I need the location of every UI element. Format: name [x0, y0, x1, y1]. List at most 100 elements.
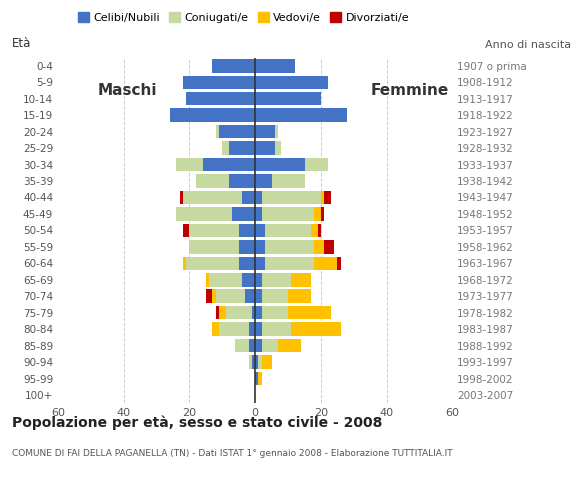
Bar [318, 224, 321, 237]
Bar [183, 75, 255, 89]
Bar [262, 355, 271, 369]
Bar [212, 289, 216, 303]
Bar [255, 224, 265, 237]
Bar [176, 207, 232, 221]
Bar [321, 207, 324, 221]
Bar [255, 125, 275, 138]
Bar [255, 142, 275, 155]
Bar [196, 174, 229, 188]
Bar [255, 306, 262, 319]
Bar [255, 59, 295, 72]
Bar [219, 306, 226, 319]
Bar [314, 257, 338, 270]
Bar [255, 207, 262, 221]
Bar [255, 191, 262, 204]
Bar [229, 174, 255, 188]
Bar [262, 289, 288, 303]
Bar [183, 224, 190, 237]
Bar [249, 339, 255, 352]
Bar [291, 323, 340, 336]
Bar [262, 323, 291, 336]
Text: COMUNE DI FAI DELLA PAGANELLA (TN) - Dati ISTAT 1° gennaio 2008 - Elaborazione T: COMUNE DI FAI DELLA PAGANELLA (TN) - Dat… [12, 449, 452, 458]
Bar [278, 339, 301, 352]
Bar [265, 224, 311, 237]
Bar [275, 125, 278, 138]
Bar [180, 191, 183, 204]
Bar [262, 306, 288, 319]
Bar [242, 191, 255, 204]
Bar [262, 273, 291, 287]
Bar [271, 174, 304, 188]
Bar [255, 92, 321, 106]
Text: Femmine: Femmine [370, 83, 448, 98]
Text: Popolazione per età, sesso e stato civile - 2008: Popolazione per età, sesso e stato civil… [12, 415, 382, 430]
Bar [170, 108, 255, 122]
Bar [255, 75, 328, 89]
Bar [321, 191, 324, 204]
Bar [255, 108, 347, 122]
Bar [255, 339, 262, 352]
Bar [252, 355, 255, 369]
Bar [255, 323, 262, 336]
Bar [255, 273, 262, 287]
Bar [235, 339, 249, 352]
Bar [255, 372, 259, 385]
Bar [202, 158, 255, 171]
Bar [186, 257, 239, 270]
Bar [255, 257, 265, 270]
Bar [190, 240, 239, 253]
Bar [338, 257, 340, 270]
Bar [239, 257, 255, 270]
Bar [226, 306, 252, 319]
Bar [216, 125, 219, 138]
Bar [288, 306, 331, 319]
Bar [262, 339, 278, 352]
Bar [291, 273, 311, 287]
Bar [183, 191, 242, 204]
Bar [259, 372, 262, 385]
Bar [288, 289, 311, 303]
Bar [190, 224, 239, 237]
Bar [206, 289, 212, 303]
Bar [265, 257, 314, 270]
Bar [212, 59, 255, 72]
Bar [311, 224, 318, 237]
Bar [262, 207, 314, 221]
Bar [239, 240, 255, 253]
Bar [255, 158, 304, 171]
Bar [209, 273, 242, 287]
Bar [275, 142, 281, 155]
Text: Anno di nascita: Anno di nascita [485, 40, 571, 50]
Bar [212, 323, 219, 336]
Bar [259, 355, 262, 369]
Bar [245, 289, 255, 303]
Bar [314, 207, 321, 221]
Bar [216, 306, 219, 319]
Bar [219, 323, 249, 336]
Bar [183, 257, 186, 270]
Bar [324, 191, 331, 204]
Bar [249, 323, 255, 336]
Bar [304, 158, 328, 171]
Bar [314, 240, 324, 253]
Bar [239, 224, 255, 237]
Bar [265, 240, 314, 253]
Legend: Celibi/Nubili, Coniugati/e, Vedovi/e, Divorziati/e: Celibi/Nubili, Coniugati/e, Vedovi/e, Di… [74, 8, 414, 27]
Bar [255, 289, 262, 303]
Bar [252, 306, 255, 319]
Bar [219, 125, 255, 138]
Bar [262, 191, 321, 204]
Bar [186, 92, 255, 106]
Bar [255, 355, 259, 369]
Bar [232, 207, 255, 221]
Text: Maschi: Maschi [97, 83, 157, 98]
Bar [222, 142, 229, 155]
Text: Età: Età [12, 37, 31, 50]
Bar [242, 273, 255, 287]
Bar [249, 355, 252, 369]
Bar [206, 273, 209, 287]
Bar [176, 158, 202, 171]
Bar [324, 240, 334, 253]
Bar [229, 142, 255, 155]
Bar [255, 240, 265, 253]
